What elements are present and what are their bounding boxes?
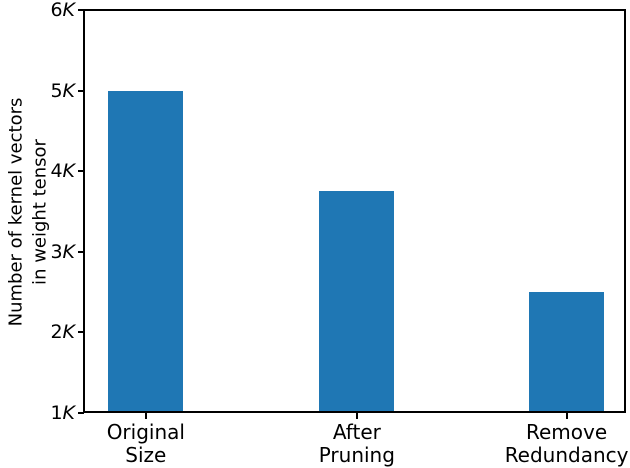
y-tick-label: 4K (50, 160, 75, 183)
y-tick-mark (78, 412, 84, 414)
x-tick-mark (144, 413, 147, 419)
bar (529, 292, 604, 413)
y-tick-mark (78, 331, 84, 334)
bar (108, 90, 184, 413)
x-tick-mark (355, 413, 358, 419)
y-tick-mark (78, 89, 84, 92)
y-axis-label: Number of kernel vectors in weight tenso… (5, 97, 51, 327)
y-tick-mark (78, 250, 84, 253)
x-tick-mark (565, 413, 568, 419)
x-tick-label: Remove Redundancy (504, 420, 629, 467)
y-tick-mark (78, 9, 84, 11)
y-tick-label: 5K (50, 79, 75, 102)
y-tick-label: 2K (50, 321, 75, 344)
y-tick-label: 3K (50, 240, 75, 263)
x-tick-label: After Pruning (318, 420, 395, 467)
bar (319, 191, 395, 413)
x-tick-label: Original Size (106, 420, 185, 467)
y-tick-mark (78, 170, 84, 173)
y-tick-label: 6K (50, 0, 75, 21)
y-tick-label: 1K (50, 402, 75, 424)
